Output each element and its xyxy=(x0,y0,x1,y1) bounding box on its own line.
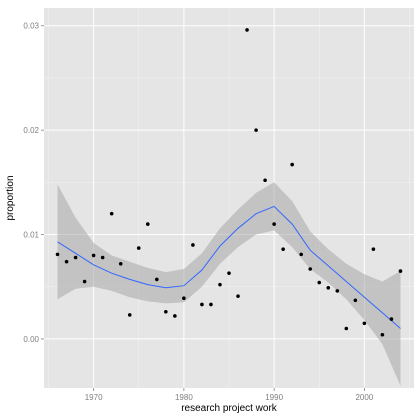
y-axis-title: proportion xyxy=(5,175,16,220)
data-point xyxy=(326,285,331,290)
data-point xyxy=(164,309,168,314)
data-point xyxy=(245,28,249,32)
data-point xyxy=(64,259,69,264)
data-point xyxy=(380,332,385,337)
data-point xyxy=(100,255,105,260)
data-point xyxy=(362,321,367,326)
data-point xyxy=(73,255,78,260)
data-point xyxy=(173,314,177,318)
x-tick-label: 1980 xyxy=(175,393,193,402)
data-point xyxy=(209,302,213,307)
y-tick-label: 0.01 xyxy=(23,231,39,240)
data-point xyxy=(118,261,123,266)
data-point xyxy=(353,298,358,303)
data-point xyxy=(335,289,340,293)
x-axis-ticks: 1970 1980 1990 2000 xyxy=(85,388,374,402)
data-point xyxy=(145,222,150,226)
smooth-line xyxy=(57,205,401,329)
data-point xyxy=(82,279,87,284)
data-point xyxy=(317,280,322,285)
data-point xyxy=(227,271,231,275)
x-tick-label: 2000 xyxy=(355,393,373,402)
data-points xyxy=(55,28,403,337)
data-point xyxy=(398,269,403,273)
data-point xyxy=(191,243,195,247)
data-point xyxy=(109,211,114,216)
data-point xyxy=(290,162,294,167)
data-point xyxy=(254,128,258,132)
data-point xyxy=(218,282,222,287)
x-axis-title: research project work xyxy=(181,403,278,414)
data-point xyxy=(91,253,96,258)
data-point xyxy=(281,247,285,251)
data-point xyxy=(272,222,276,226)
data-point xyxy=(155,277,159,282)
data-point xyxy=(299,252,303,257)
data-point xyxy=(182,296,186,301)
data-point xyxy=(308,267,313,271)
x-tick-label: 1990 xyxy=(265,393,283,402)
smooth-line-layer xyxy=(57,205,401,329)
data-point xyxy=(127,313,132,317)
data-point xyxy=(236,294,240,298)
confidence-band-layer xyxy=(57,182,401,386)
confidence-band xyxy=(57,182,401,386)
data-point xyxy=(344,326,349,331)
data-point xyxy=(371,247,376,251)
data-point xyxy=(136,246,141,250)
x-tick-label: 1970 xyxy=(85,393,103,402)
y-axis-ticks: 0.00 0.01 0.02 0.03 xyxy=(23,22,44,344)
data-point xyxy=(263,178,267,183)
y-tick-label: 0.00 xyxy=(23,335,39,344)
y-tick-label: 0.03 xyxy=(23,22,39,31)
minor-gridlines xyxy=(44,8,414,388)
y-tick-label: 0.02 xyxy=(23,126,39,135)
data-point xyxy=(200,302,204,307)
data-point xyxy=(389,317,394,321)
data-point xyxy=(55,252,60,257)
